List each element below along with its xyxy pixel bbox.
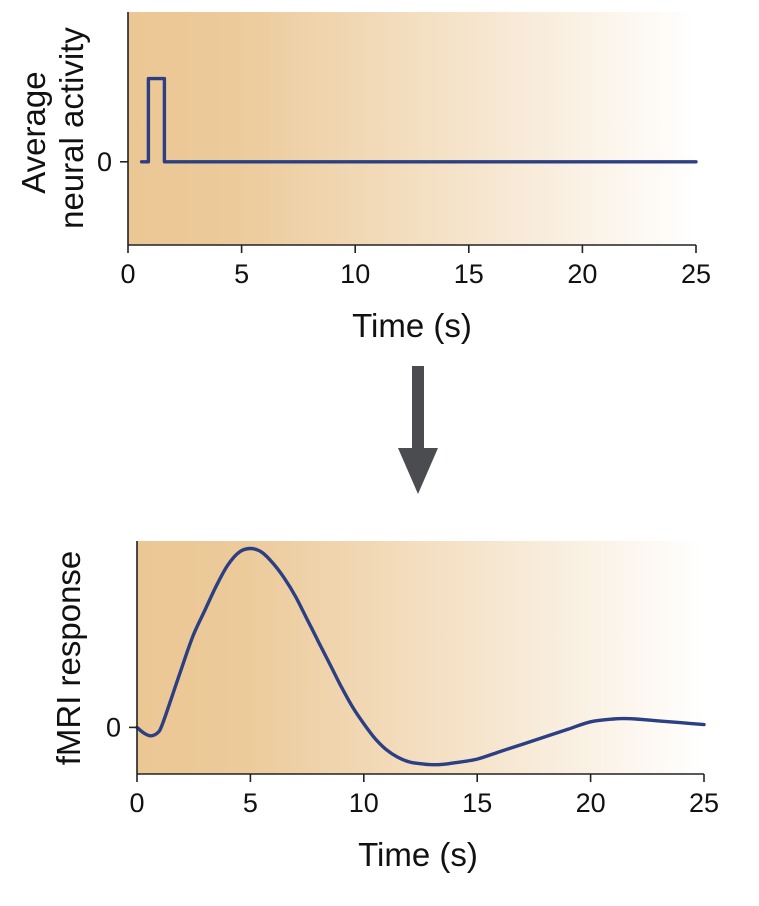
y-axis-label-line-1: fMRI response: [50, 551, 87, 766]
y-ticks: 0: [106, 712, 137, 742]
x-tick-label: 0: [129, 788, 144, 818]
x-axis-label: Time (s): [352, 307, 472, 344]
x-tick-label: 20: [567, 259, 597, 289]
y-ticks: 0: [97, 147, 128, 177]
x-tick-label: 20: [576, 788, 606, 818]
y-axis-label: Average neural activity: [15, 27, 90, 229]
y-axis-label: fMRI response: [50, 551, 87, 766]
neural-activity-chart: 0 5 10 15 20 25 0 Time (s) Average neural act…: [15, 12, 711, 344]
plot-background: [137, 541, 704, 774]
x-ticks: 0 5 10 15 20 25: [120, 245, 711, 289]
x-tick-label: 15: [462, 788, 492, 818]
x-tick-label: 5: [243, 788, 258, 818]
fmri-response-chart: 0 5 10 15 20 25 0 Time (s) fMRI response: [50, 541, 719, 873]
plot-background: [128, 12, 696, 245]
arrow-head: [398, 448, 438, 494]
y-axis-label-line-1: Average: [15, 71, 52, 193]
x-tick-label: 10: [340, 259, 370, 289]
x-tick-label: 0: [120, 259, 135, 289]
neural-activity-trace: [139, 76, 698, 164]
down-arrow-icon: [398, 366, 438, 494]
x-ticks: 0 5 10 15 20 25: [129, 774, 719, 818]
x-axis-label: Time (s): [358, 836, 478, 873]
arrow-shaft: [412, 366, 424, 452]
y-axis-label-line-2: neural activity: [53, 27, 90, 229]
y-tick-label: 0: [97, 147, 112, 177]
x-tick-label: 10: [349, 788, 379, 818]
x-tick-label: 15: [454, 259, 484, 289]
x-tick-label: 25: [681, 259, 711, 289]
fmri-response-trace: [135, 546, 706, 767]
x-tick-label: 5: [234, 259, 249, 289]
y-tick-label: 0: [106, 712, 121, 742]
x-tick-label: 25: [689, 788, 719, 818]
